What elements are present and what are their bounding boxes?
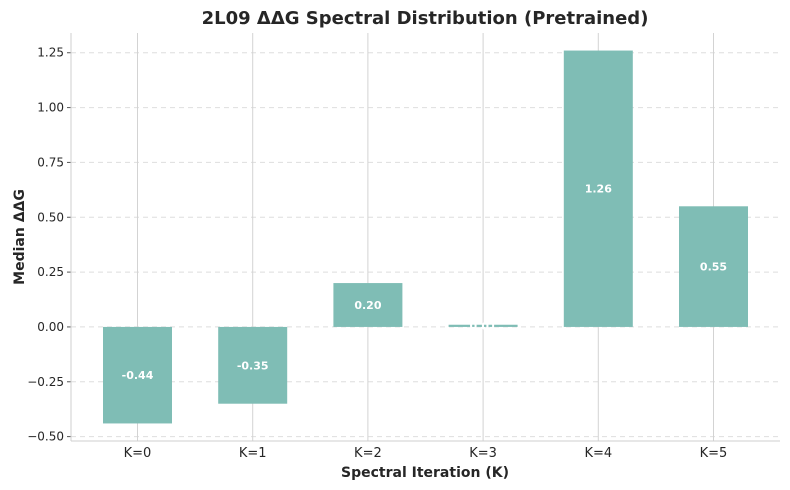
x-tick-label: K=1 (239, 446, 267, 461)
bar (333, 283, 403, 327)
bar-value-label: -0.44 (122, 369, 154, 382)
bar (679, 206, 748, 327)
y-tick-label: −0.50 (27, 430, 64, 444)
bar (448, 324, 518, 327)
x-axis-label: Spectral Iteration (K) (341, 465, 509, 481)
bar (563, 50, 633, 327)
bar (218, 326, 288, 404)
y-tick-label: 0.50 (37, 210, 64, 224)
y-tick-label: 0.00 (37, 320, 64, 334)
bar-value-label: 0.01 (470, 320, 497, 333)
x-tick-label: K=5 (700, 446, 728, 461)
bars-layer (103, 50, 748, 424)
y-tick-label: −0.25 (27, 375, 64, 389)
labels-layer: −0.50 −0.25 0.00 0.25 0.50 0.75 1.00 1.25 -0.44 K… (27, 46, 727, 461)
x-tick-label: K=3 (469, 446, 497, 461)
bar-value-label: 1.26 (585, 183, 612, 196)
y-tick-label: 1.25 (37, 46, 64, 60)
chart-title: 2L09 ΔΔG Spectral Distribution (Pretrain… (202, 8, 649, 29)
bar-value-label: -0.35 (237, 359, 269, 372)
x-tick-label: K=0 (124, 446, 152, 461)
x-tick-label: K=2 (354, 446, 382, 461)
y-tick-label: 0.75 (37, 155, 64, 169)
y-tick-label: 1.00 (37, 101, 64, 115)
y-axis-label: Median ΔΔG (12, 189, 28, 285)
x-tick-label: K=4 (584, 446, 612, 461)
axes-layer (70, 33, 780, 442)
bar-value-label: 0.20 (354, 299, 381, 312)
grid-layer (67, 33, 780, 441)
y-tick-label: 0.25 (37, 265, 64, 279)
bar (103, 326, 172, 424)
bar-value-label: 0.55 (700, 261, 727, 274)
